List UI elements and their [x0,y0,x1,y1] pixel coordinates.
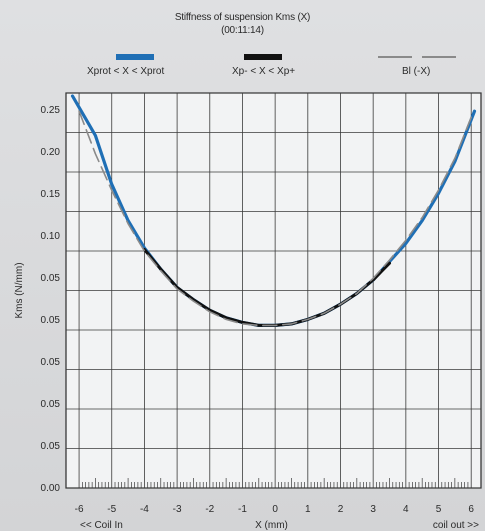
y-tick-label: 0.00 [41,483,61,494]
x-tick-label: 6 [468,504,474,515]
series-line-3 [78,110,473,327]
y-tick-label: 0.05 [41,441,61,452]
y-tick-label: 0.05 [41,357,61,368]
legend-swatch-2 [244,54,282,60]
x-tick-label: -4 [140,504,149,515]
legend-swatch-1 [116,54,154,60]
y-tick-label: 0.20 [41,147,61,158]
chart-title: Stiffness of suspension Kms (X) [174,12,311,23]
y-tick-label: 0.05 [41,399,61,410]
x-tick-label: 5 [436,504,442,515]
legend-label-2: Xp- < X < Xp+ [232,66,296,77]
x-tick-label: -3 [173,504,182,515]
x-tick-label: 0 [272,504,278,515]
x-tick-label: -5 [107,504,116,515]
x-tick-label: -6 [75,504,84,515]
x-tick-label: 2 [338,504,344,515]
x-tick-label: 1 [305,504,311,515]
x-tick-label: -2 [205,504,214,515]
legend-label-1: Xprot < X < Xprot [87,66,165,77]
y-tick-label: 0.10 [41,231,61,242]
y-tick-label: 0.05 [41,273,61,284]
y-tick-label: 0.05 [41,315,61,326]
x-axis-label: X (mm) [255,520,288,531]
x-tick-label: -1 [238,504,247,515]
legend-label-3: Bl (-X) [402,66,431,77]
x-note-right: coil out >> [433,520,479,531]
x-tick-label: 3 [370,504,376,515]
x-tick-label: 4 [403,504,409,515]
y-axis-label: Kms (N/mm) [14,262,25,318]
y-tick-label: 0.15 [41,189,61,200]
y-tick-label: 0.25 [41,105,61,116]
chart-subtitle: (00:11:14) [221,25,264,36]
legend-swatch-3 [378,56,458,58]
x-note-left: << Coil In [80,520,123,531]
